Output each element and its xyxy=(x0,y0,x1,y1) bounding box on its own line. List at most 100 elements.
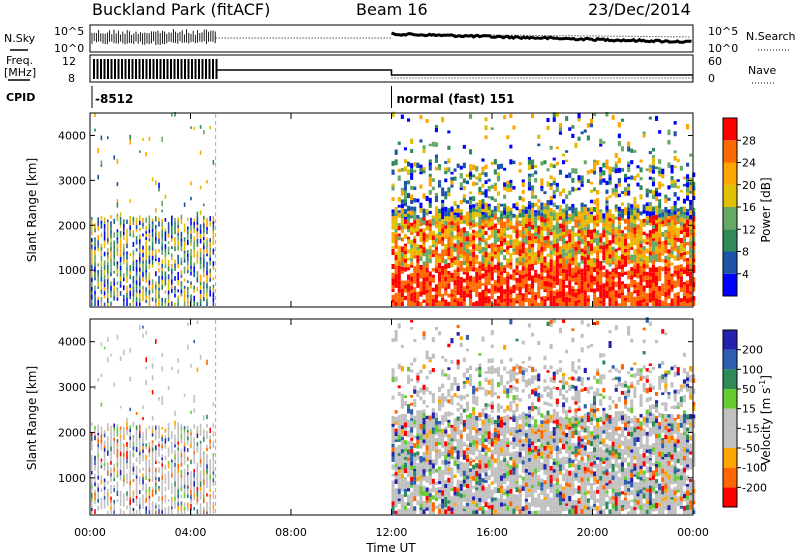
power-cell xyxy=(503,277,506,281)
velocity-cell xyxy=(463,409,466,413)
power-cell xyxy=(457,260,460,263)
power-cell xyxy=(101,251,103,256)
velocity-cell xyxy=(91,460,93,464)
power-cell xyxy=(630,223,633,228)
power-cell xyxy=(621,259,624,264)
power-cell xyxy=(571,134,574,138)
power-cell xyxy=(640,235,643,240)
velocity-cell xyxy=(419,492,422,495)
velocity-cell xyxy=(457,417,460,421)
velocity-cell xyxy=(413,469,416,472)
velocity-cell xyxy=(174,435,176,440)
power-cell xyxy=(110,272,112,276)
power-cell xyxy=(652,295,655,298)
power-cell xyxy=(503,187,506,191)
power-cell xyxy=(636,301,639,306)
velocity-cell xyxy=(113,468,115,471)
power-cell xyxy=(671,263,674,266)
power-cell xyxy=(120,246,122,249)
power-cell xyxy=(410,290,413,294)
velocity-cell xyxy=(155,445,157,450)
power-cell xyxy=(398,236,401,240)
power-cell xyxy=(605,233,608,237)
power-cell xyxy=(491,210,494,214)
power-cell xyxy=(481,229,484,234)
power-cell xyxy=(605,203,608,206)
power-cell xyxy=(395,302,398,306)
power-cell xyxy=(107,276,109,279)
power-cell xyxy=(500,213,503,216)
velocity-cell xyxy=(94,433,96,436)
power-cell xyxy=(531,253,534,256)
power-cell xyxy=(565,211,568,216)
power-cell xyxy=(689,191,692,194)
power-cell xyxy=(590,230,593,235)
power-cell xyxy=(432,216,435,219)
power-cell xyxy=(104,270,106,275)
power-cell xyxy=(190,239,192,243)
power-cell xyxy=(643,268,646,272)
power-cell xyxy=(584,129,587,132)
velocity-cell xyxy=(444,455,447,460)
power-cell xyxy=(488,253,491,256)
power-cell xyxy=(534,210,537,213)
power-cell xyxy=(574,208,577,212)
velocity-cell xyxy=(107,470,109,475)
power-cell xyxy=(516,215,519,220)
power-cell xyxy=(624,301,627,306)
power-cell xyxy=(605,213,608,217)
velocity-cell xyxy=(447,487,450,490)
power-cell xyxy=(689,205,692,210)
velocity-cell xyxy=(475,368,478,372)
velocity-cell xyxy=(149,463,151,468)
power-cell xyxy=(419,208,422,213)
power-cell xyxy=(667,249,670,253)
power-cell xyxy=(643,239,646,243)
power-cell xyxy=(612,276,615,279)
velocity-cell xyxy=(139,325,141,330)
power-cell xyxy=(609,275,612,280)
velocity-cell xyxy=(97,469,99,473)
power-cell xyxy=(441,271,444,275)
power-cell xyxy=(531,283,534,288)
power-cell xyxy=(401,191,404,196)
power-cell xyxy=(133,256,135,261)
frequency-sweep-bar xyxy=(135,59,137,79)
power-cell xyxy=(450,231,453,236)
velocity-cell xyxy=(410,379,413,382)
velocity-cell xyxy=(206,474,208,478)
power-cell xyxy=(571,275,574,278)
velocity-cell xyxy=(460,395,463,398)
power-cell xyxy=(522,205,525,209)
power-cell xyxy=(516,251,519,255)
power-cell xyxy=(550,282,553,287)
power-cell xyxy=(658,213,661,217)
power-cell xyxy=(441,255,444,258)
velocity-cell xyxy=(190,460,192,465)
power-cell xyxy=(587,271,590,274)
power-cell xyxy=(469,164,472,167)
velocity-cell xyxy=(97,465,99,470)
power-cell xyxy=(139,262,141,265)
power-cell xyxy=(540,234,543,239)
power-cell xyxy=(165,195,167,199)
power-cell xyxy=(457,237,460,240)
velocity-cell xyxy=(457,450,460,454)
power-cell xyxy=(562,277,565,280)
velocity-cell xyxy=(429,440,432,445)
velocity-cell xyxy=(472,469,475,472)
power-cell xyxy=(497,247,500,252)
power-cell xyxy=(97,245,99,248)
power-cell xyxy=(457,276,460,280)
power-cell xyxy=(506,135,509,139)
power-cell xyxy=(158,284,160,288)
power-cell xyxy=(392,170,395,175)
power-cell xyxy=(145,240,147,243)
power-cell xyxy=(528,174,531,177)
power-cell xyxy=(110,263,112,267)
power-cell xyxy=(661,301,664,306)
power-cell xyxy=(531,264,534,268)
power-cell xyxy=(534,213,537,217)
power-cell xyxy=(609,232,612,235)
power-cell xyxy=(155,294,157,298)
